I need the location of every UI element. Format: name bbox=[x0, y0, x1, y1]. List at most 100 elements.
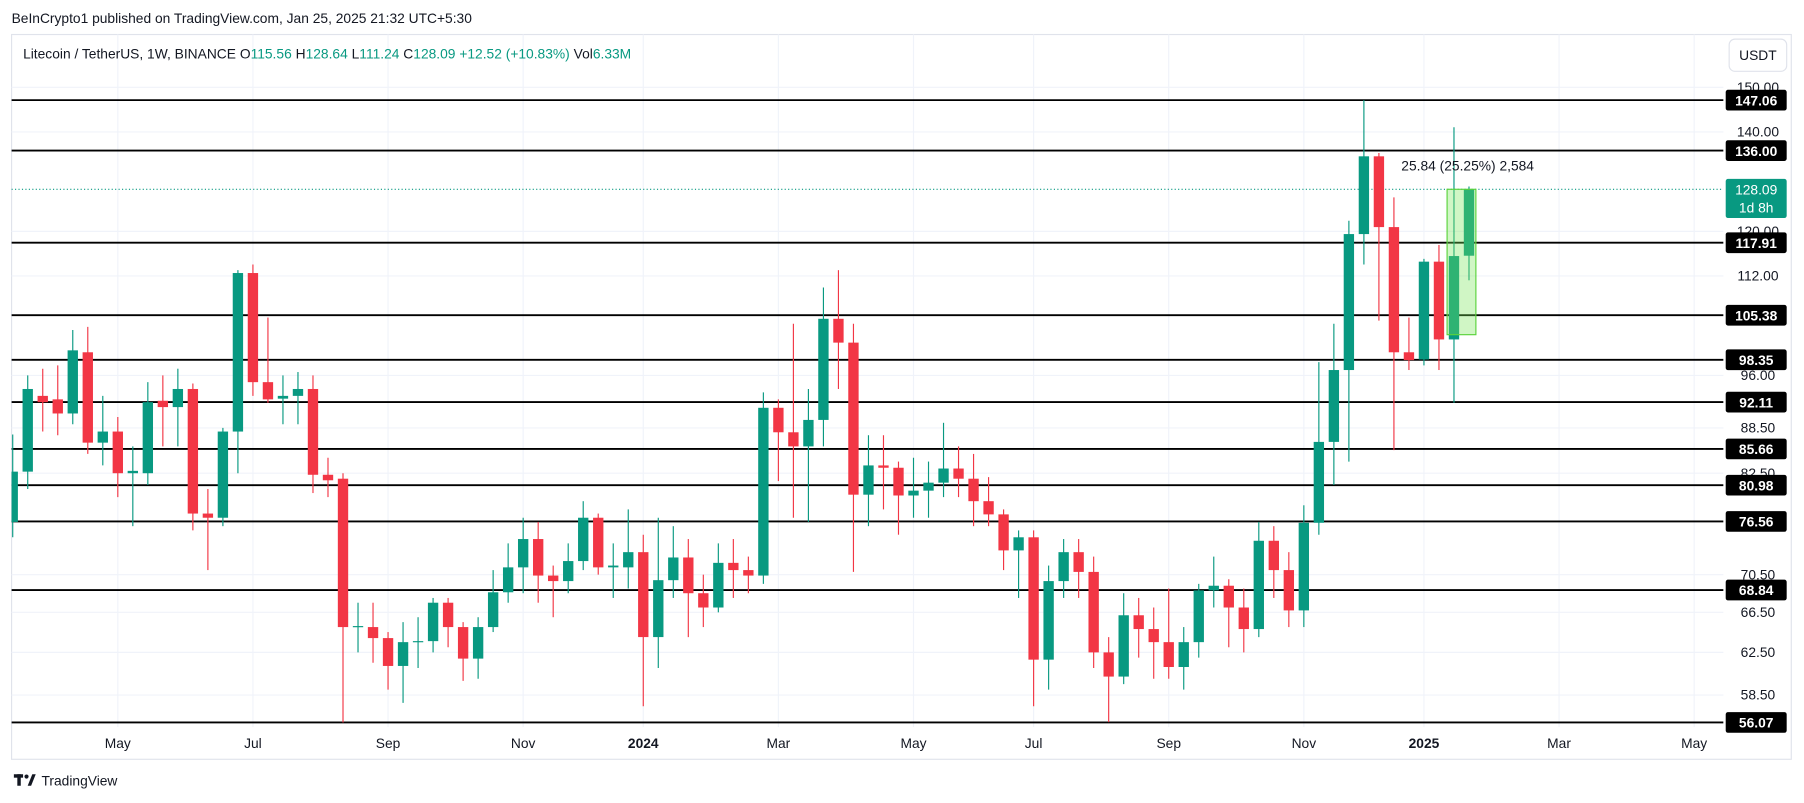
candle-body bbox=[52, 399, 63, 414]
level-tag bbox=[1725, 579, 1787, 601]
candle-body bbox=[1328, 370, 1340, 442]
currency-button[interactable] bbox=[1728, 38, 1788, 72]
axes: 150.00140.00120.00112.0096.0088.5082.507… bbox=[105, 80, 1787, 751]
candle-body bbox=[457, 627, 469, 659]
candle-body bbox=[37, 395, 48, 403]
level-label: 136.00 bbox=[1735, 144, 1778, 159]
candle-body bbox=[262, 382, 274, 400]
level-label: 56.07 bbox=[1739, 716, 1774, 731]
candle-body bbox=[82, 352, 93, 443]
x-tick-label: May bbox=[1681, 736, 1707, 751]
x-tick-label: Jul bbox=[1025, 736, 1043, 751]
brand-logo bbox=[13, 774, 36, 786]
candle-body bbox=[1193, 590, 1204, 643]
o-label: O bbox=[240, 47, 251, 62]
publisher: BeInCrypto1 published on TradingView.com… bbox=[12, 11, 473, 26]
l-label: L bbox=[352, 47, 360, 62]
x-tick-label: Nov bbox=[511, 736, 536, 751]
candle-body bbox=[818, 318, 829, 420]
candle-body bbox=[1358, 156, 1370, 235]
y-tick-label: 66.50 bbox=[1741, 605, 1776, 620]
x-tick-label: 2025 bbox=[1409, 736, 1440, 751]
candle-body bbox=[232, 273, 244, 432]
candle-body bbox=[127, 470, 138, 474]
candle-body bbox=[653, 580, 664, 638]
candle-body bbox=[157, 400, 169, 408]
level-label: 80.98 bbox=[1739, 478, 1774, 493]
candle-body bbox=[1058, 552, 1069, 582]
candle-body bbox=[848, 342, 859, 495]
candle-body bbox=[803, 419, 814, 447]
candle-body bbox=[247, 273, 259, 383]
candle-body bbox=[487, 592, 499, 628]
candle-body bbox=[593, 517, 604, 568]
candle-body bbox=[1028, 537, 1039, 660]
y-tick-label: 88.50 bbox=[1741, 420, 1776, 435]
candle-body bbox=[563, 561, 574, 582]
level-label: 76.56 bbox=[1739, 515, 1774, 530]
high-value: 128.64 bbox=[306, 47, 349, 62]
open-value: 115.56 bbox=[251, 47, 293, 62]
y-tick-label: 62.50 bbox=[1741, 645, 1776, 660]
candle-body bbox=[277, 395, 289, 399]
y-tick-label: 96.00 bbox=[1741, 368, 1776, 383]
candle-body bbox=[502, 567, 514, 593]
c-label: C bbox=[403, 47, 413, 62]
candle-body bbox=[1013, 537, 1024, 551]
low-value: 111.24 bbox=[359, 47, 399, 62]
candle-body bbox=[1133, 615, 1144, 630]
candle-body bbox=[698, 593, 709, 608]
candle-body bbox=[382, 638, 394, 666]
candle-body bbox=[608, 565, 619, 568]
candle-body bbox=[938, 468, 949, 483]
candle-body bbox=[67, 350, 78, 414]
candle-body bbox=[322, 474, 334, 481]
candle-body bbox=[1148, 629, 1159, 643]
change: +12.52 (+10.83%) bbox=[459, 47, 569, 62]
candle-body bbox=[1343, 234, 1355, 371]
x-tick-label: Nov bbox=[1292, 736, 1317, 751]
candle-body bbox=[863, 465, 874, 495]
level-tag bbox=[1725, 232, 1787, 254]
candle-body bbox=[11, 471, 18, 522]
candle-body bbox=[548, 575, 559, 582]
candle-body bbox=[1103, 652, 1114, 677]
candle-body bbox=[908, 490, 919, 496]
currency[interactable]: USDT bbox=[1739, 48, 1777, 63]
x-tick-label: Sep bbox=[376, 736, 401, 751]
levels bbox=[11, 99, 1724, 724]
candle-body bbox=[1418, 261, 1430, 360]
legend-line: Litecoin / TetherUS, 1W, BINANCE O115.56… bbox=[23, 47, 631, 62]
candle-body bbox=[1118, 615, 1129, 677]
countdown: 1d 8h bbox=[1739, 200, 1774, 215]
candle-body bbox=[1313, 441, 1325, 523]
level-tag bbox=[1725, 349, 1787, 371]
candle-body bbox=[713, 562, 724, 608]
candles bbox=[11, 100, 1477, 723]
candle-body bbox=[683, 557, 694, 594]
candle-body bbox=[1373, 156, 1385, 228]
level-tag bbox=[1725, 511, 1787, 532]
candle-body bbox=[1268, 540, 1279, 571]
y-tick-label: 140.00 bbox=[1737, 124, 1780, 139]
level-label: 92.11 bbox=[1739, 395, 1773, 410]
candle-body bbox=[22, 388, 33, 472]
candle-body bbox=[773, 407, 784, 433]
candle-body bbox=[427, 602, 439, 642]
candle-body bbox=[1463, 189, 1475, 256]
candle-body bbox=[472, 627, 484, 659]
level-label: 85.66 bbox=[1739, 442, 1774, 457]
candle-body bbox=[307, 388, 319, 475]
y-tick-label: 112.00 bbox=[1737, 269, 1779, 284]
candle-body bbox=[202, 513, 214, 518]
y-tick-label: 58.50 bbox=[1741, 688, 1776, 703]
candle-body bbox=[1403, 352, 1415, 361]
frame bbox=[10, 33, 1792, 760]
candle-body bbox=[1283, 570, 1295, 611]
candle-body bbox=[97, 431, 108, 443]
candle-body bbox=[743, 570, 754, 576]
candle-body bbox=[112, 431, 123, 474]
candle-body bbox=[668, 557, 679, 581]
level-tag bbox=[1725, 474, 1787, 496]
